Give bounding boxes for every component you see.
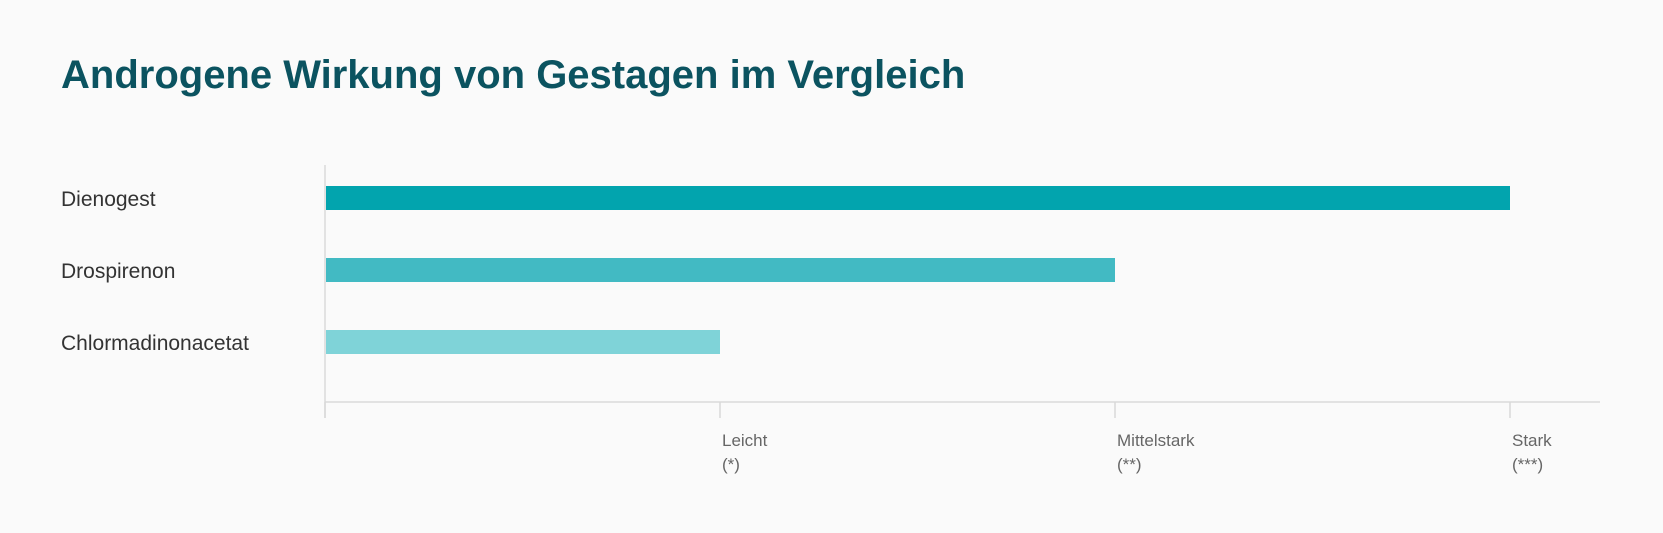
category-label: Drospirenon: [61, 260, 175, 283]
x-tick-label: Stark: [1512, 431, 1552, 450]
x-tick-label: (***): [1512, 455, 1543, 474]
x-tick-label: (**): [1117, 455, 1142, 474]
bar: [326, 186, 1510, 210]
chart-title: Androgene Wirkung von Gestagen im Vergle…: [61, 53, 966, 97]
labels-layer: Leicht (*) Mittelstark (**) Stark (***) Dienog…: [61, 188, 1552, 474]
x-tick-label: Mittelstark: [1117, 431, 1195, 450]
bars-layer: [326, 186, 1510, 354]
category-label: Dienogest: [61, 188, 156, 211]
bar: [326, 330, 720, 354]
x-tick-label: Leicht: [722, 431, 768, 450]
x-tick-label: (*): [722, 455, 740, 474]
category-label: Chlormadinonacetat: [61, 332, 249, 355]
bar: [326, 258, 1115, 282]
axes-layer: [324, 165, 1600, 418]
